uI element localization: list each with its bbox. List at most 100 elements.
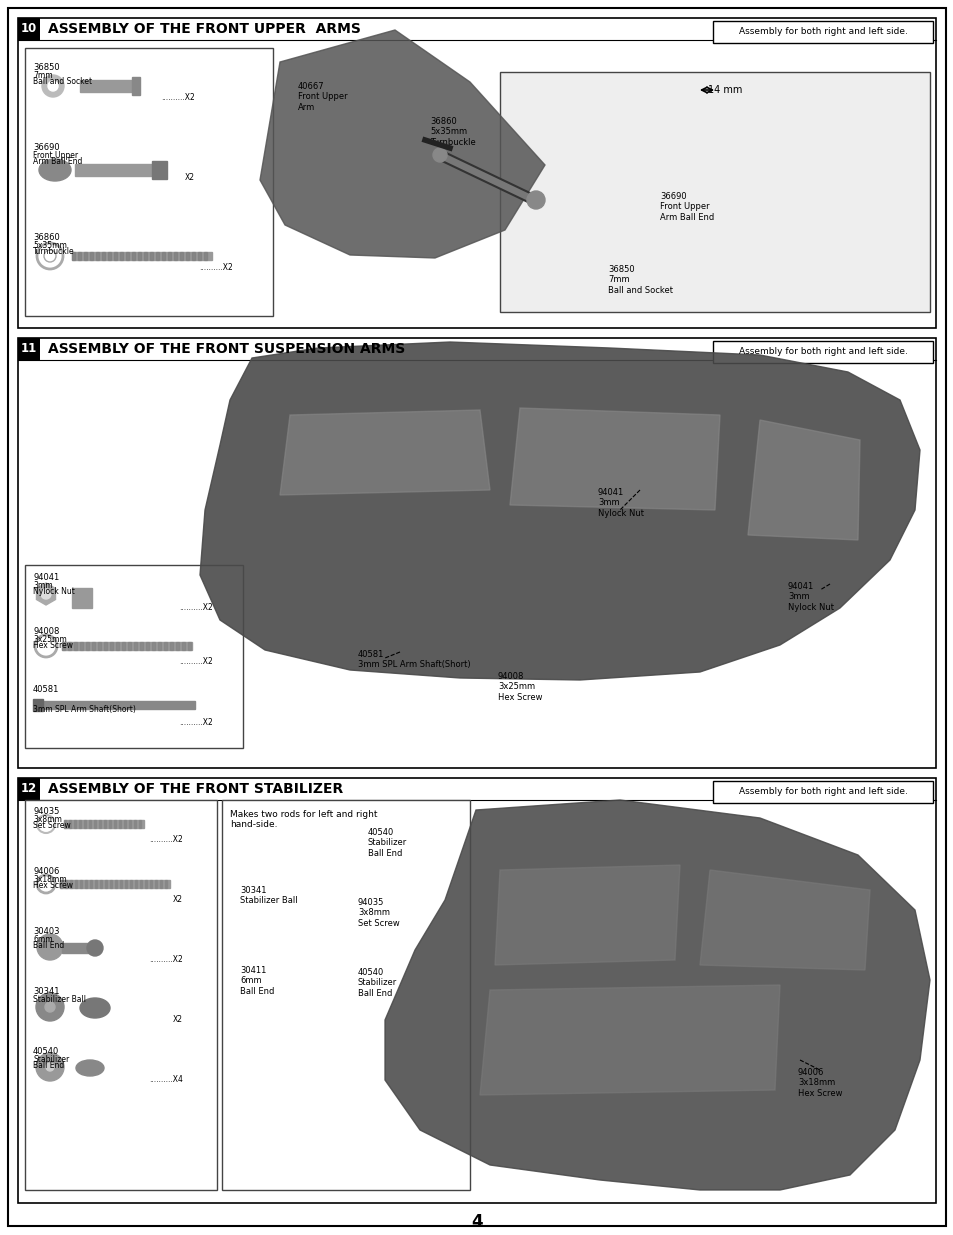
Text: 3mm: 3mm: [33, 580, 52, 590]
Text: 40581
3mm SPL Arm Shaft(Short): 40581 3mm SPL Arm Shaft(Short): [357, 650, 470, 669]
Text: Hex Screw: Hex Screw: [33, 641, 73, 650]
Bar: [129, 820, 131, 827]
Bar: [145, 881, 147, 888]
Text: X2: X2: [185, 173, 194, 182]
Bar: [60, 881, 170, 888]
Text: 12: 12: [21, 783, 37, 795]
Bar: [75, 881, 77, 888]
Bar: [74, 642, 77, 650]
Polygon shape: [510, 408, 720, 510]
Circle shape: [36, 1053, 64, 1081]
Bar: [120, 881, 122, 888]
Text: 36860: 36860: [33, 233, 60, 242]
Text: 3x8mm: 3x8mm: [33, 815, 62, 824]
Bar: [198, 252, 201, 261]
Bar: [135, 881, 137, 888]
Text: 40540
Stabilizer
Ball End: 40540 Stabilizer Ball End: [357, 968, 396, 998]
Text: Turnbuckle: Turnbuckle: [33, 247, 74, 256]
Ellipse shape: [76, 1060, 104, 1076]
Bar: [60, 881, 62, 888]
Text: Assembly for both right and left side.: Assembly for both right and left side.: [738, 347, 906, 357]
Text: 30341: 30341: [33, 987, 59, 995]
Bar: [110, 881, 112, 888]
Bar: [79, 820, 81, 827]
Polygon shape: [385, 800, 929, 1191]
Text: Ball and Socket: Ball and Socket: [33, 77, 92, 86]
Bar: [175, 642, 179, 650]
Bar: [164, 642, 167, 650]
Bar: [113, 252, 117, 261]
Bar: [712, 781, 932, 803]
Bar: [712, 21, 932, 43]
Text: ASSEMBLY OF THE FRONT STABILIZER: ASSEMBLY OF THE FRONT STABILIZER: [48, 782, 343, 797]
Text: Stabilizer: Stabilizer: [33, 1055, 70, 1065]
Bar: [130, 881, 132, 888]
Bar: [65, 881, 67, 888]
Bar: [68, 642, 71, 650]
Text: 94041
3mm
Nylock Nut: 94041 3mm Nylock Nut: [787, 582, 833, 611]
Bar: [165, 881, 167, 888]
Text: 30341
Stabilizer Ball: 30341 Stabilizer Ball: [240, 885, 297, 905]
Text: Nylock Nut: Nylock Nut: [33, 587, 74, 597]
Bar: [33, 699, 43, 711]
Text: 30403: 30403: [33, 927, 59, 936]
Text: 40667
Front Upper
Arm: 40667 Front Upper Arm: [297, 82, 347, 112]
Bar: [62, 642, 65, 650]
Text: 36850: 36850: [33, 63, 60, 72]
Bar: [18, 19, 935, 329]
Text: Assembly for both right and left side.: Assembly for both right and left side.: [738, 788, 906, 797]
Polygon shape: [200, 342, 919, 680]
Bar: [99, 820, 101, 827]
Text: ..........X2: ..........X2: [179, 657, 213, 666]
Bar: [104, 820, 106, 827]
Bar: [18, 338, 40, 359]
Bar: [170, 642, 172, 650]
Text: Front Upper: Front Upper: [33, 151, 78, 161]
Bar: [132, 252, 135, 261]
Bar: [132, 77, 140, 95]
Bar: [115, 881, 117, 888]
Text: Hex Screw: Hex Screw: [33, 881, 73, 890]
Polygon shape: [479, 986, 780, 1095]
Bar: [18, 338, 935, 768]
Bar: [188, 642, 191, 650]
Text: Arm Ball End: Arm Ball End: [33, 157, 82, 165]
Circle shape: [46, 1063, 54, 1071]
Bar: [192, 252, 194, 261]
Circle shape: [41, 589, 51, 599]
Bar: [138, 252, 141, 261]
Polygon shape: [700, 869, 869, 969]
Text: 36690: 36690: [33, 143, 60, 152]
Text: 94006
3x18mm
Hex Screw: 94006 3x18mm Hex Screw: [797, 1068, 841, 1098]
Bar: [84, 820, 86, 827]
Circle shape: [42, 75, 64, 98]
Bar: [152, 642, 154, 650]
Bar: [124, 820, 126, 827]
Text: ..........X2: ..........X2: [179, 718, 213, 727]
Bar: [18, 19, 40, 40]
Text: ..........X4: ..........X4: [149, 1074, 183, 1084]
Text: 40581: 40581: [33, 685, 59, 694]
Text: Assembly for both right and left side.: Assembly for both right and left side.: [738, 27, 906, 37]
Text: Makes two rods for left and right
hand-side.: Makes two rods for left and right hand-s…: [230, 810, 377, 830]
Text: ASSEMBLY OF THE FRONT SUSPENSION ARMS: ASSEMBLY OF THE FRONT SUSPENSION ARMS: [48, 342, 405, 356]
Text: 94008: 94008: [33, 627, 59, 636]
Bar: [71, 252, 212, 261]
Text: 94035
3x8mm
Set Screw: 94035 3x8mm Set Screw: [357, 898, 399, 927]
Bar: [90, 252, 92, 261]
Text: ..........X2: ..........X2: [179, 603, 213, 613]
Circle shape: [433, 148, 447, 162]
Bar: [89, 820, 91, 827]
Text: 94008
3x25mm
Hex Screw: 94008 3x25mm Hex Screw: [497, 672, 542, 701]
Text: 14 mm: 14 mm: [707, 85, 741, 95]
Text: Ball End: Ball End: [33, 1061, 64, 1070]
Bar: [125, 881, 127, 888]
Circle shape: [37, 934, 63, 960]
Bar: [25, 48, 273, 316]
Bar: [154, 881, 157, 888]
Bar: [113, 820, 116, 827]
Bar: [85, 881, 87, 888]
Text: 94041: 94041: [33, 573, 59, 582]
Bar: [90, 881, 91, 888]
Polygon shape: [495, 864, 679, 965]
